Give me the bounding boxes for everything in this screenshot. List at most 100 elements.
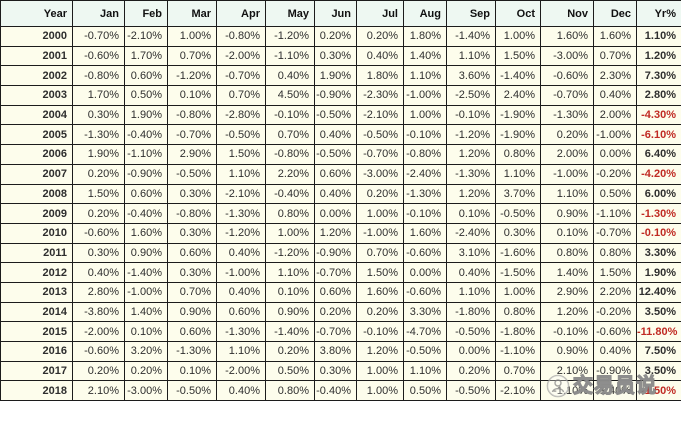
column-header-feb: Feb bbox=[124, 0, 168, 27]
header-row: Year Jan Feb Mar Apr May Jun Jul Aug Sep Oct Nov Dec… bbox=[0, 0, 681, 27]
yearly-return-cell: 1.20% bbox=[636, 45, 681, 67]
month-return-cell: 1.50% bbox=[593, 262, 637, 283]
yearly-return-cell: 6.40% bbox=[636, 144, 681, 165]
month-return-cell: 0.90% bbox=[540, 341, 594, 362]
month-return-cell: -3.80% bbox=[72, 301, 125, 323]
month-return-cell: 0.40% bbox=[216, 242, 266, 264]
year-cell: 2010 bbox=[0, 222, 73, 244]
month-return-cell: 1.00% bbox=[495, 281, 541, 303]
month-return-cell: 3.10% bbox=[446, 242, 496, 264]
month-return-cell: 0.80% bbox=[593, 242, 637, 264]
month-return-cell: 0.10% bbox=[167, 360, 217, 382]
month-return-cell: 0.10% bbox=[167, 85, 217, 106]
month-return-cell: 0.20% bbox=[314, 26, 357, 47]
month-return-cell: -1.80% bbox=[446, 301, 496, 323]
yearly-return-cell: 12.40% bbox=[636, 281, 681, 303]
month-return-cell: 1.40% bbox=[403, 45, 447, 67]
year-cell: 2003 bbox=[0, 85, 73, 106]
table-row: 2007 0.20% -0.90% -0.50% 1.10% 2.20% 0.60% -3.0… bbox=[0, 163, 681, 185]
month-return-cell: -0.60% bbox=[593, 321, 637, 342]
month-return-cell: 0.50% bbox=[593, 183, 637, 205]
month-return-cell: 1.10% bbox=[403, 360, 447, 382]
month-return-cell: -1.20% bbox=[167, 65, 217, 87]
month-return-cell: -0.40% bbox=[124, 124, 168, 146]
year-cell: 2005 bbox=[0, 124, 73, 146]
month-return-cell: 1.80% bbox=[356, 65, 404, 87]
month-return-cell: -0.50% bbox=[446, 321, 496, 342]
month-return-cell: -2.40% bbox=[446, 222, 496, 244]
month-return-cell: -3.00% bbox=[124, 380, 168, 402]
month-return-cell: 0.90% bbox=[540, 203, 594, 224]
month-return-cell: 0.10% bbox=[540, 222, 594, 244]
month-return-cell: -0.50% bbox=[495, 203, 541, 224]
month-return-cell: 0.00% bbox=[446, 341, 496, 362]
month-return-cell: 0.30% bbox=[167, 183, 217, 205]
month-return-cell: 1.10% bbox=[216, 341, 266, 362]
month-return-cell: 1.00% bbox=[356, 203, 404, 224]
column-header-dec: Dec bbox=[593, 0, 637, 27]
monthly-returns-table: Year Jan Feb Mar Apr May Jun Jul Aug Sep Oct Nov Dec… bbox=[0, 0, 681, 402]
month-return-cell: -2.00% bbox=[216, 45, 266, 67]
year-cell: 2017 bbox=[0, 360, 73, 382]
month-return-cell: 3.60% bbox=[446, 65, 496, 87]
column-header-apr: Apr bbox=[216, 0, 266, 27]
month-return-cell: 0.90% bbox=[167, 301, 217, 323]
column-header-nov: Nov bbox=[540, 0, 594, 27]
month-return-cell: 0.70% bbox=[495, 360, 541, 382]
yearly-return-cell: -11.80% bbox=[636, 321, 681, 342]
month-return-cell: -0.90% bbox=[124, 163, 168, 185]
month-return-cell: -1.40% bbox=[265, 321, 315, 342]
month-return-cell: -0.60% bbox=[540, 65, 594, 87]
month-return-cell: 0.30% bbox=[314, 360, 357, 382]
yearly-return-cell: 7.30% bbox=[636, 65, 681, 87]
month-return-cell: -1.20% bbox=[446, 124, 496, 146]
month-return-cell: 1.80% bbox=[403, 26, 447, 47]
month-return-cell: 1.10% bbox=[495, 163, 541, 185]
month-return-cell: -0.10% bbox=[403, 124, 447, 146]
month-return-cell: -0.70% bbox=[540, 85, 594, 106]
year-cell: 2004 bbox=[0, 104, 73, 126]
month-return-cell: -0.80% bbox=[167, 203, 217, 224]
month-return-cell: 1.40% bbox=[540, 262, 594, 283]
year-cell: 2001 bbox=[0, 45, 73, 67]
month-return-cell: -0.70% bbox=[593, 222, 637, 244]
month-return-cell: -2.50% bbox=[446, 85, 496, 106]
month-return-cell: -0.80% bbox=[265, 144, 315, 165]
month-return-cell: 0.70% bbox=[167, 45, 217, 67]
month-return-cell: -1.00% bbox=[124, 281, 168, 303]
yearly-return-cell: -1.50% bbox=[636, 380, 681, 402]
month-return-cell: -0.90% bbox=[314, 242, 357, 264]
table-row: 2015 -2.00% 0.10% 0.60% -1.30% -1.40% -0.70% -0… bbox=[0, 321, 681, 342]
month-return-cell: -0.50% bbox=[167, 163, 217, 185]
month-return-cell: -0.70% bbox=[167, 124, 217, 146]
month-return-cell: 0.20% bbox=[446, 360, 496, 382]
month-return-cell: -1.00% bbox=[356, 222, 404, 244]
month-return-cell: -1.10% bbox=[124, 144, 168, 165]
month-return-cell: 1.20% bbox=[314, 222, 357, 244]
month-return-cell: 0.40% bbox=[216, 380, 266, 402]
month-return-cell: -1.80% bbox=[495, 321, 541, 342]
month-return-cell: 0.20% bbox=[72, 203, 125, 224]
table-row: 2016 -0.60% 3.20% -1.30% 1.10% 0.20% 3.80% 1.20… bbox=[0, 341, 681, 362]
yearly-return-cell: 3.50% bbox=[636, 360, 681, 382]
table-row: 2006 1.90% -1.10% 2.90% 1.50% -0.80% -0.50% -0.… bbox=[0, 144, 681, 165]
table-row: 2002 -0.80% 0.60% -1.20% -0.70% 0.40% 1.90% 1.8… bbox=[0, 65, 681, 87]
column-header-yr: Yr% bbox=[636, 0, 681, 27]
month-return-cell: 0.50% bbox=[124, 85, 168, 106]
month-return-cell: 0.60% bbox=[314, 163, 357, 185]
yearly-return-cell: -6.10% bbox=[636, 124, 681, 146]
month-return-cell: 0.70% bbox=[265, 124, 315, 146]
month-return-cell: 0.60% bbox=[167, 242, 217, 264]
month-return-cell: 0.20% bbox=[72, 163, 125, 185]
month-return-cell: 2.90% bbox=[167, 144, 217, 165]
year-cell: 2012 bbox=[0, 262, 73, 283]
month-return-cell: -2.80% bbox=[216, 104, 266, 126]
column-header-mar: Mar bbox=[167, 0, 217, 27]
year-cell: 2008 bbox=[0, 183, 73, 205]
month-return-cell: 0.60% bbox=[167, 321, 217, 342]
month-return-cell: 1.20% bbox=[540, 301, 594, 323]
year-cell: 2007 bbox=[0, 163, 73, 185]
month-return-cell: 0.40% bbox=[593, 341, 637, 362]
month-return-cell: 0.30% bbox=[495, 222, 541, 244]
yearly-return-cell: -1.30% bbox=[636, 203, 681, 224]
